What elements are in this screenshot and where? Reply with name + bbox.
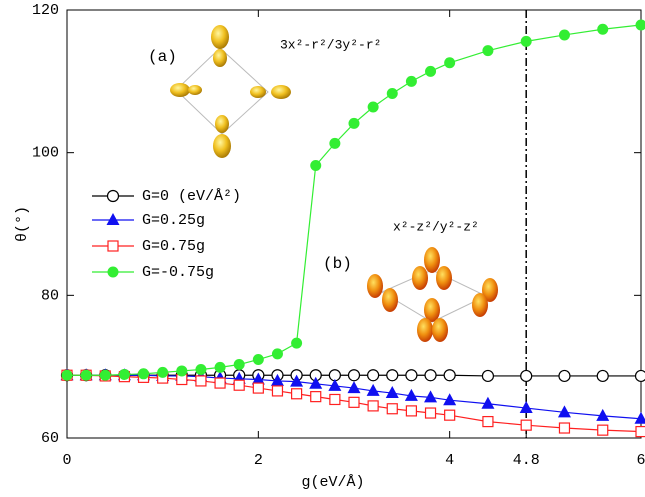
marker <box>368 401 378 411</box>
marker <box>559 29 570 40</box>
marker <box>81 370 92 381</box>
marker <box>559 423 569 433</box>
legend-label: G=0 (eV/Å²) <box>142 188 241 205</box>
marker <box>119 369 130 380</box>
marker <box>62 370 73 381</box>
y-tick-label: 60 <box>41 430 59 447</box>
x-tick-label: 4.8 <box>513 452 540 469</box>
marker <box>195 364 206 375</box>
marker <box>387 88 398 99</box>
marker <box>425 370 436 381</box>
marker <box>215 362 226 373</box>
marker <box>425 66 436 77</box>
marker <box>349 370 360 381</box>
marker <box>272 348 283 359</box>
marker <box>196 376 206 386</box>
marker <box>368 102 379 113</box>
marker <box>482 45 493 56</box>
marker <box>598 425 608 435</box>
marker <box>406 406 416 416</box>
marker <box>559 370 570 381</box>
marker <box>636 427 645 437</box>
marker <box>406 370 417 381</box>
annotation: 3x²-r²/3y²-r² <box>280 37 381 52</box>
marker <box>521 36 532 47</box>
marker <box>387 370 398 381</box>
marker <box>234 359 245 370</box>
marker <box>444 57 455 68</box>
marker <box>521 420 531 430</box>
x-tick-label: 0 <box>62 452 71 469</box>
marker <box>387 404 397 414</box>
marker <box>597 370 608 381</box>
marker <box>176 365 187 376</box>
legend-label: G=-0.75g <box>142 264 214 281</box>
legend-label: G=0.25g <box>142 212 205 229</box>
marker <box>483 417 493 427</box>
y-tick-label: 80 <box>41 287 59 304</box>
marker <box>597 24 608 35</box>
legend-marker <box>107 213 120 225</box>
marker <box>329 138 340 149</box>
x-tick-label: 2 <box>254 452 263 469</box>
marker <box>424 390 437 402</box>
legend-marker <box>108 241 118 251</box>
chart: g(eV/Å) θ(°) 60 80 100 120 0 2 4 4.8 6 (a) 3x²-r²/… <box>0 0 645 497</box>
marker <box>349 397 359 407</box>
legend-marker <box>108 267 119 278</box>
x-tick-label: 4 <box>445 452 454 469</box>
marker <box>368 370 379 381</box>
marker <box>636 19 645 30</box>
marker <box>234 380 244 390</box>
marker <box>291 338 302 349</box>
marker <box>157 367 168 378</box>
marker <box>636 370 645 381</box>
marker <box>215 378 225 388</box>
x-axis-label: g(eV/Å) <box>301 474 364 491</box>
marker <box>330 394 340 404</box>
legend-marker <box>108 191 119 202</box>
orbital-b <box>367 247 498 342</box>
y-tick-label: 100 <box>32 145 59 162</box>
annotation: (a) <box>148 48 177 66</box>
marker <box>292 389 302 399</box>
marker <box>253 354 264 365</box>
y-axis-label: θ(°) <box>14 206 31 242</box>
marker <box>426 408 436 418</box>
marker <box>100 370 111 381</box>
marker <box>444 370 455 381</box>
marker <box>635 412 645 424</box>
annotation: (b) <box>323 255 352 273</box>
marker <box>253 383 263 393</box>
marker <box>272 386 282 396</box>
marker <box>445 410 455 420</box>
marker <box>482 370 493 381</box>
marker <box>310 160 321 171</box>
marker <box>138 368 149 379</box>
legend-label: G=0.75g <box>142 238 205 255</box>
marker <box>406 76 417 87</box>
y-tick-label: 120 <box>32 2 59 19</box>
annotation: x²-z²/y²-z² <box>393 219 479 234</box>
marker <box>349 118 360 129</box>
marker <box>311 392 321 402</box>
orbital-a <box>170 25 291 158</box>
marker <box>521 370 532 381</box>
x-tick-label: 6 <box>636 452 645 469</box>
